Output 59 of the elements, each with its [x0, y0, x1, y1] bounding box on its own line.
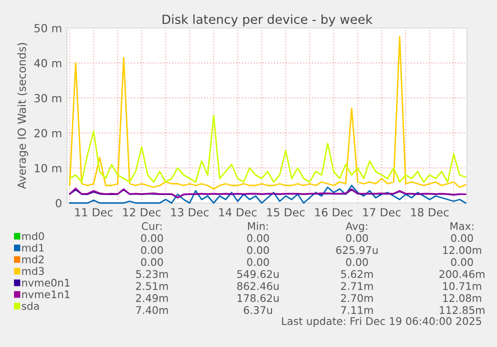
text: 0.00 [141, 246, 163, 254]
text: 12.08m [443, 294, 482, 302]
text: Avg: [346, 222, 368, 232]
text: 7.40m [136, 306, 168, 314]
text: 2.49m [136, 294, 168, 302]
x-tick-label: 11 Dec [75, 208, 113, 216]
line-series [68, 36, 466, 190]
text: 0.00 [451, 234, 473, 242]
text: 5.23m [136, 270, 168, 278]
text: 0.00 [141, 234, 163, 242]
text: 6.37u [244, 306, 272, 314]
x-tick-label: 15 Dec [267, 208, 305, 216]
text: 0.00 [247, 246, 269, 254]
legend-label: md2 [22, 255, 44, 264]
legend-label: sda [22, 302, 39, 310]
legend-label: md0 [22, 232, 44, 240]
text: 0.00 [141, 258, 163, 266]
legend-label: md3 [22, 266, 44, 275]
text: 0.00 [247, 234, 269, 242]
text: 178.62u [238, 294, 279, 302]
text: 10.71m [443, 282, 482, 290]
x-tick-label: 12 Dec [123, 208, 161, 216]
y-tick-label: 10 m [34, 164, 62, 172]
x-tick-label: 14 Dec [219, 208, 257, 216]
y-axis-title: Average IO Wait (seconds) [17, 43, 28, 189]
y-tick-label: 30 m [34, 94, 62, 102]
x-tick-label: 13 Dec [171, 208, 209, 216]
legend-label: nvme1n1 [22, 290, 70, 298]
text: 625.97u [336, 246, 378, 254]
line-series [68, 114, 466, 183]
y-tick-label: 40 m [34, 58, 62, 68]
text: 5.62m [341, 270, 373, 278]
text: 112.85m [440, 306, 484, 314]
y-tick-label: 20 m [34, 128, 62, 138]
legend-label: nvme0n1 [22, 278, 70, 287]
text: Cur: [142, 222, 162, 230]
text: 0.00 [451, 258, 473, 266]
chart-title: Disk latency per device - by week [162, 14, 373, 26]
y-tick-label: 50 m [34, 24, 62, 32]
text: Last update: Fri Dec 19 06:40:00 2025 [282, 316, 482, 328]
text: 2.70m [341, 294, 373, 302]
x-tick-label: 18 Dec [411, 208, 449, 216]
text: 2.71m [341, 282, 373, 290]
text: 0.00 [346, 234, 368, 242]
text: 7.11m [341, 306, 373, 314]
text: 12.00m [443, 246, 482, 254]
y-tick-label: 0 [56, 198, 62, 208]
text: 200.46m [439, 270, 484, 278]
text: 549.62u [237, 270, 279, 278]
text: Max: [450, 222, 474, 230]
x-tick-label: 16 Dec [315, 208, 353, 216]
line-series [68, 184, 466, 204]
x-tick-label: 17 Dec [363, 208, 401, 216]
text: 862.46u [237, 282, 279, 290]
text: 0.00 [247, 258, 269, 266]
text: 2.51m [136, 282, 168, 290]
text: 0.00 [346, 258, 368, 266]
legend-label: md1 [22, 244, 44, 252]
text: Min: [248, 222, 268, 230]
